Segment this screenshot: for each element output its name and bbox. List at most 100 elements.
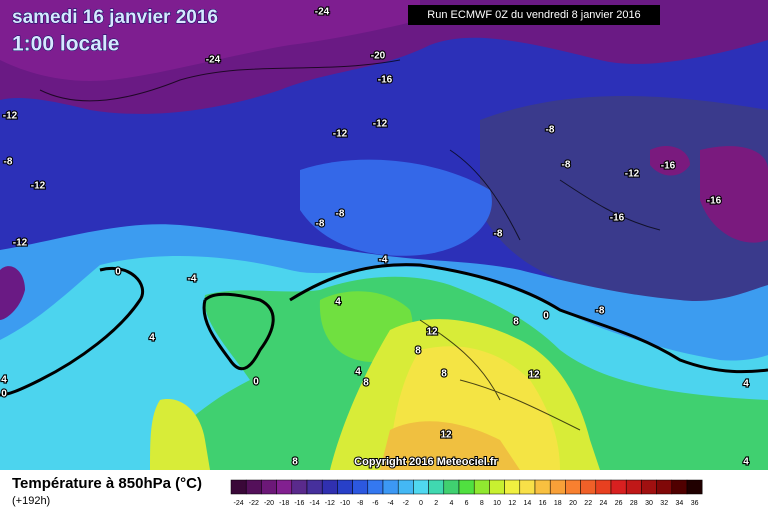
scale-cell bbox=[367, 479, 384, 495]
scale-label: -22 bbox=[249, 500, 259, 507]
scale-label: 34 bbox=[676, 500, 684, 507]
color-scale: -24 -22 -20 -18 -16 -14 -12 -10 -8 -6 -4 -2 0 2 4 6 8 10 1… bbox=[230, 479, 703, 507]
scale-cell bbox=[671, 479, 688, 495]
isotherm-labels: -24 -24 -20 -16 -12 -12 -12 -8 -8 -12 -8 -16 -12 -16 -… bbox=[0, 6, 750, 469]
isotherm-label: 8 bbox=[441, 369, 447, 380]
run-label: Run ECMWF 0Z du vendredi 8 janvier 2016 bbox=[427, 9, 640, 21]
isotherm-label: -16 bbox=[661, 161, 676, 172]
cold-pool bbox=[650, 145, 690, 176]
isotherm-label: -12 bbox=[13, 238, 28, 249]
scale-cell bbox=[321, 479, 338, 495]
scale-cell bbox=[443, 479, 460, 495]
warmest-region bbox=[380, 421, 520, 470]
isotherm-label: -24 bbox=[206, 55, 221, 66]
isotherm-label: -24 bbox=[315, 7, 330, 18]
isotherm-label: -12 bbox=[373, 119, 388, 130]
coldest-region bbox=[0, 0, 420, 81]
scale-cell bbox=[549, 479, 566, 495]
mild-region bbox=[300, 159, 492, 256]
scale-cell bbox=[245, 479, 262, 495]
scale-cell bbox=[656, 479, 673, 495]
land-region bbox=[480, 96, 768, 309]
scale-label: -8 bbox=[357, 500, 363, 507]
isotherm-label: 4 bbox=[355, 367, 361, 378]
scale-label: -4 bbox=[387, 500, 393, 507]
zero-isotherm bbox=[0, 263, 768, 397]
scale-cell bbox=[565, 479, 581, 495]
scale-cell bbox=[580, 479, 597, 495]
isotherm-label: 4 bbox=[335, 297, 341, 308]
isotherm-label: -12 bbox=[31, 181, 46, 192]
scale-cell bbox=[473, 479, 490, 495]
isotherm-label: -12 bbox=[3, 111, 18, 122]
scale-cell bbox=[382, 479, 399, 495]
isotherm-label: -12 bbox=[625, 169, 640, 180]
scale-cell bbox=[230, 479, 247, 495]
scale-cell bbox=[519, 479, 536, 495]
scale-label: 26 bbox=[615, 500, 623, 507]
isotherm-label: -4 bbox=[379, 255, 388, 266]
forecast-date: samedi 16 janvier 2016 bbox=[12, 7, 218, 28]
scale-label: 28 bbox=[630, 500, 638, 507]
scale-cell bbox=[261, 479, 277, 495]
scale-label: -12 bbox=[325, 500, 335, 507]
isotherm-label: -8 bbox=[494, 229, 503, 240]
isotherm-label: 0 bbox=[1, 389, 7, 400]
scale-label: -24 bbox=[234, 500, 244, 507]
scale-cell bbox=[489, 479, 505, 495]
scale-cell bbox=[686, 479, 703, 495]
scale-cell bbox=[625, 479, 642, 495]
scale-cell bbox=[413, 479, 429, 495]
isotherm-label: -4 bbox=[188, 274, 197, 285]
forecast-time: 1:00 locale bbox=[12, 33, 119, 56]
scale-label: 36 bbox=[691, 500, 699, 507]
scale-cell bbox=[337, 479, 353, 495]
scale-label: 18 bbox=[554, 500, 562, 507]
scale-label: -16 bbox=[294, 500, 304, 507]
isotherm-label: -8 bbox=[596, 306, 605, 317]
scale-cell bbox=[504, 479, 521, 495]
scale-label: 8 bbox=[480, 500, 484, 507]
isotherm-label: -8 bbox=[316, 219, 325, 230]
scale-label: -18 bbox=[279, 500, 289, 507]
footer-title: Température à 850hPa (°C) bbox=[12, 475, 202, 492]
isotherm-label: 8 bbox=[513, 317, 519, 328]
scale-label: 20 bbox=[569, 500, 577, 507]
isotherm-label: -16 bbox=[378, 75, 393, 86]
warm-region bbox=[150, 399, 210, 470]
scale-label: -14 bbox=[310, 500, 320, 507]
scale-cell bbox=[428, 479, 445, 495]
scale-label: 16 bbox=[539, 500, 547, 507]
scale-cell bbox=[610, 479, 627, 495]
scale-cell bbox=[276, 479, 293, 495]
cold-pool bbox=[0, 266, 25, 320]
isotherm-label: 4 bbox=[743, 379, 749, 390]
scale-label: 4 bbox=[449, 500, 453, 507]
scale-label: 32 bbox=[660, 500, 668, 507]
scale-label: -10 bbox=[340, 500, 350, 507]
isotherm-label: 0 bbox=[543, 311, 549, 322]
isotherm-label: -12 bbox=[333, 129, 348, 140]
scale-label: 14 bbox=[524, 500, 532, 507]
scale-cell bbox=[291, 479, 308, 495]
scale-label: 30 bbox=[645, 500, 653, 507]
isotherm-label: -8 bbox=[4, 157, 13, 168]
isotherm-label: 0 bbox=[115, 267, 121, 278]
scale-cell bbox=[397, 479, 414, 495]
scale-cell bbox=[534, 479, 551, 495]
scale-label: 10 bbox=[493, 500, 501, 507]
isotherm-label: 12 bbox=[440, 430, 452, 441]
isotherm-label: 0 bbox=[253, 377, 259, 388]
scale-label: 12 bbox=[508, 500, 516, 507]
scale-cell bbox=[306, 479, 323, 495]
isotherm-label: -8 bbox=[562, 160, 571, 171]
scale-cell bbox=[595, 479, 612, 495]
scale-label: -6 bbox=[372, 500, 378, 507]
scale-cell bbox=[458, 479, 475, 495]
scale-cell bbox=[641, 479, 657, 495]
isotherm-label: 8 bbox=[292, 457, 298, 468]
copyright: Copyright 2016 Meteociel.fr bbox=[354, 456, 498, 468]
isotherm-label: -20 bbox=[371, 51, 386, 62]
isotherm-label: -16 bbox=[610, 213, 625, 224]
